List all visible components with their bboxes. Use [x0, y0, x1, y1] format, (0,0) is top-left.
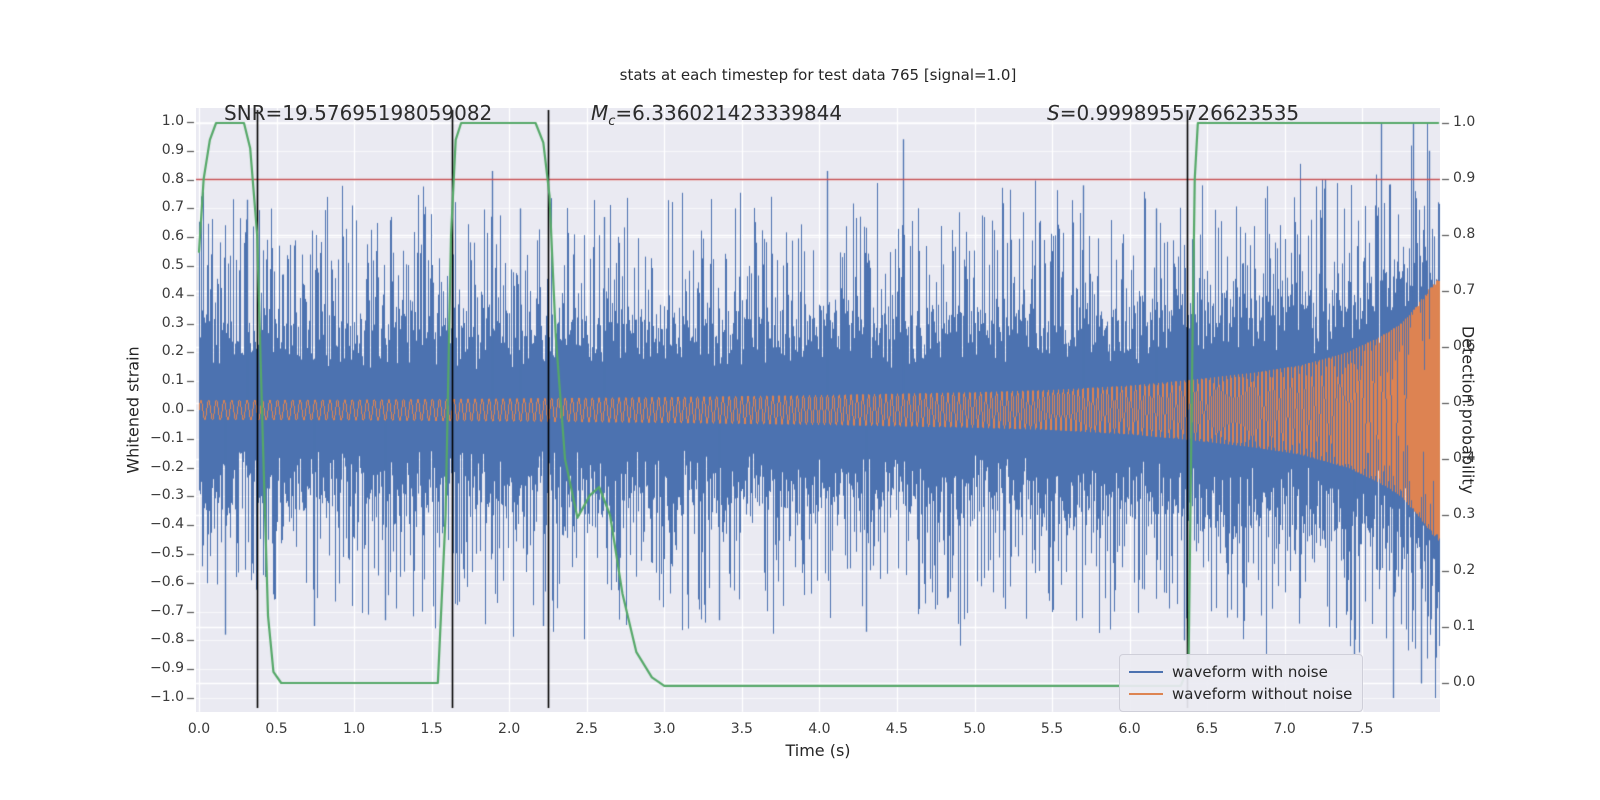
tick-label: −0.7 [150, 602, 184, 619]
legend-line-blue-icon [1129, 671, 1163, 673]
s-symbol: S [1047, 101, 1060, 125]
tick-label: 0.5 [161, 257, 184, 273]
x-axis-label: Time (s) [785, 741, 851, 760]
tick-label: 0.2 [1453, 562, 1476, 578]
tick-label: 0.4 [161, 285, 184, 302]
s-value: =0.9998955726623535 [1059, 101, 1300, 125]
legend: waveform with noise waveform without noi… [1119, 654, 1363, 712]
tick-label: 3.0 [653, 721, 676, 737]
tick-label: 2.5 [575, 721, 598, 737]
tick-label: 0.4 [1453, 450, 1476, 466]
tick-label: −0.9 [150, 660, 184, 677]
legend-label-without-noise: waveform without noise [1172, 685, 1353, 703]
tick-label: 1.0 [342, 721, 366, 737]
tick-label: 0.0 [161, 401, 184, 417]
tick-label: 6.5 [1196, 721, 1219, 737]
annotation-s-score: S=0.9998955726623535 [1047, 101, 1299, 125]
tick-label: 0.7 [161, 199, 184, 216]
tick-label: 1.5 [420, 721, 443, 737]
tick-label: 0.2 [161, 343, 184, 360]
tick-label: 0.8 [1453, 226, 1476, 242]
annotation-snr: SNR=19.57695198059082 [224, 101, 493, 125]
tick-label: −0.3 [150, 487, 184, 504]
tick-label: 7.0 [1273, 721, 1296, 737]
legend-label-with-noise: waveform with noise [1172, 663, 1328, 681]
tick-label: 0.9 [161, 141, 184, 158]
tick-label: 5.5 [1040, 721, 1064, 737]
tick-label: 1.0 [1453, 114, 1476, 130]
annotation-chirp-mass: Mc=6.336021423339844 [591, 101, 842, 129]
tick-label: −0.4 [150, 516, 184, 533]
tick-label: −0.8 [150, 631, 184, 648]
tick-label: 0.5 [265, 721, 288, 737]
tick-label: −0.1 [150, 429, 184, 446]
chirp-mass-symbol: M [591, 101, 609, 125]
tick-label: 3.5 [730, 721, 753, 737]
tick-label: −1.0 [150, 689, 184, 705]
legend-item-with-noise: waveform with noise [1120, 663, 1362, 681]
tick-label: 0.0 [1453, 674, 1476, 690]
tick-label: 0.6 [161, 228, 184, 245]
chirp-mass-value: =6.336021423339844 [615, 101, 843, 125]
tick-label: 5.0 [963, 721, 986, 737]
legend-line-orange-icon [1129, 693, 1163, 695]
tick-label: 0.0 [187, 721, 211, 737]
tick-label: 6.0 [1118, 721, 1141, 737]
tick-label: −0.6 [150, 573, 184, 590]
tick-label: 2.0 [498, 721, 521, 737]
tick-label: 0.3 [161, 314, 184, 331]
chirp-mass-subscript: c [608, 114, 616, 129]
tick-label: −0.5 [150, 545, 184, 561]
tick-label: −0.2 [150, 458, 184, 475]
chart-title: stats at each timestep for test data 765… [619, 66, 1017, 84]
tick-label: 0.3 [1453, 506, 1476, 522]
tick-label: 7.5 [1351, 721, 1374, 737]
tick-label: 0.5 [1453, 394, 1476, 410]
tick-label: 0.8 [161, 170, 184, 187]
tick-label: 0.1 [1453, 618, 1476, 634]
tick-label: 4.5 [885, 721, 909, 737]
tick-label: 0.1 [161, 372, 184, 389]
tick-label: 4.0 [808, 721, 831, 737]
tick-label: 0.7 [1453, 282, 1476, 298]
legend-item-without-noise: waveform without noise [1120, 685, 1362, 703]
tick-label: 0.6 [1453, 338, 1476, 354]
tick-label: 1.0 [161, 113, 184, 129]
tick-label: 0.9 [1453, 170, 1476, 186]
